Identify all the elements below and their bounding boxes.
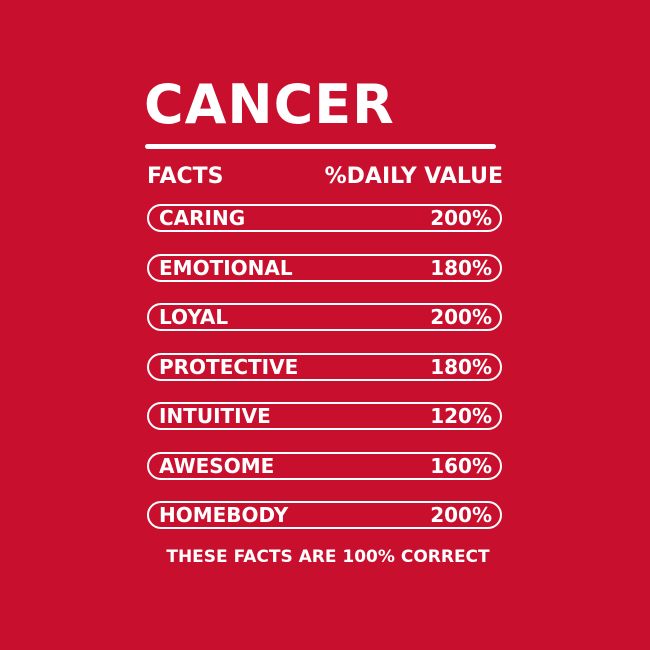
fact-value: 180% xyxy=(430,354,492,379)
fact-row: CARING 200% xyxy=(147,204,502,232)
fact-row: AWESOME 160% xyxy=(147,451,502,480)
fact-row: HOMEBODY 200% xyxy=(147,501,502,529)
fact-label: INTUITIVE xyxy=(159,404,271,428)
header-facts: FACTS xyxy=(147,164,224,189)
fact-row: LOYAL 200% xyxy=(147,303,502,331)
fact-row: EMOTIONAL 180% xyxy=(147,253,502,282)
title: CANCER xyxy=(144,73,395,136)
fact-row: INTUITIVE 120% xyxy=(147,402,502,430)
fact-label: CARING xyxy=(159,206,246,230)
divider xyxy=(145,144,496,149)
footer-note: THESE FACTS ARE 100% CORRECT xyxy=(166,547,490,567)
fact-value: 120% xyxy=(430,404,492,428)
fact-label: HOMEBODY xyxy=(159,503,289,527)
fact-label: LOYAL xyxy=(159,305,229,329)
header-daily-value: %DAILY VALUE xyxy=(324,164,503,189)
fact-value: 200% xyxy=(430,305,492,329)
fact-row: PROTECTIVE 180% xyxy=(147,352,502,381)
fact-value: 200% xyxy=(430,503,492,527)
fact-value: 200% xyxy=(430,206,492,230)
fact-label: EMOTIONAL xyxy=(159,255,293,280)
fact-value: 160% xyxy=(430,453,492,478)
fact-label: AWESOME xyxy=(159,453,275,478)
fact-value: 180% xyxy=(430,255,492,280)
fact-label: PROTECTIVE xyxy=(159,354,299,379)
